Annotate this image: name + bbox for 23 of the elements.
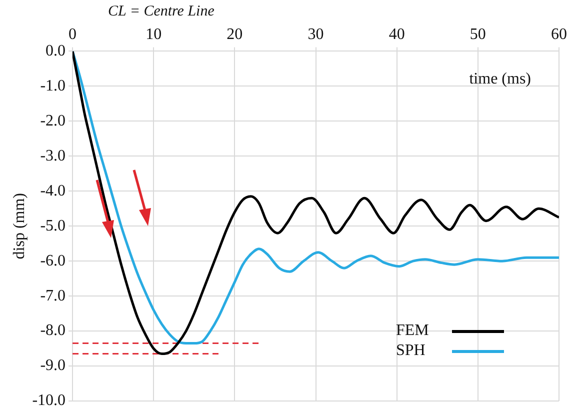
y-axis-title: disp (mm) bbox=[10, 192, 28, 260]
x-tick-label: 10 bbox=[146, 26, 162, 43]
legend-label: SPH bbox=[396, 342, 426, 360]
y-tick-label: -8.0 bbox=[40, 322, 66, 340]
y-tick-label: -5.0 bbox=[40, 217, 66, 234]
x-tick-label: 50 bbox=[470, 26, 486, 43]
x-tick-label: 60 bbox=[551, 26, 567, 43]
x-tick-label: 0 bbox=[68, 26, 77, 43]
y-tick-label: -7.0 bbox=[40, 287, 66, 304]
y-tick-label: -6.0 bbox=[40, 252, 66, 270]
x-tick-label: 20 bbox=[226, 26, 243, 43]
x-tick-label: 30 bbox=[308, 26, 324, 43]
legend-label: FEM bbox=[396, 322, 430, 340]
y-tick-label: -2.0 bbox=[40, 112, 66, 130]
y-tick-label: -10.0 bbox=[32, 392, 66, 410]
y-tick-label: -4.0 bbox=[40, 182, 66, 200]
x-tick-label: 40 bbox=[388, 26, 405, 43]
y-tick-label: -9.0 bbox=[40, 357, 66, 374]
text: CL = Centre Line bbox=[108, 3, 215, 20]
y-tick-label: -1.0 bbox=[40, 77, 66, 94]
y-tick-label: 0.0 bbox=[46, 42, 66, 60]
x-axis-title: time (ms) bbox=[469, 70, 531, 88]
y-tick-label: -3.0 bbox=[40, 147, 66, 164]
